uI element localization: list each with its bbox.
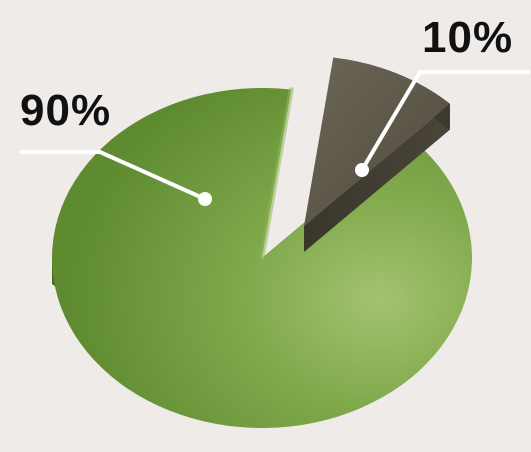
slice-label-10: 10% [422,13,514,62]
slice-10-side [304,103,450,252]
leaders-layer [20,70,530,206]
slice-90-edge-highlight [259,87,294,261]
leader-dot-10 [355,163,369,177]
slice-label-90: 90% [20,86,112,135]
slices-layer [52,57,473,429]
leader-dot-90 [198,192,212,206]
leader-line-10 [360,70,530,172]
leader-line-90 [20,150,207,201]
